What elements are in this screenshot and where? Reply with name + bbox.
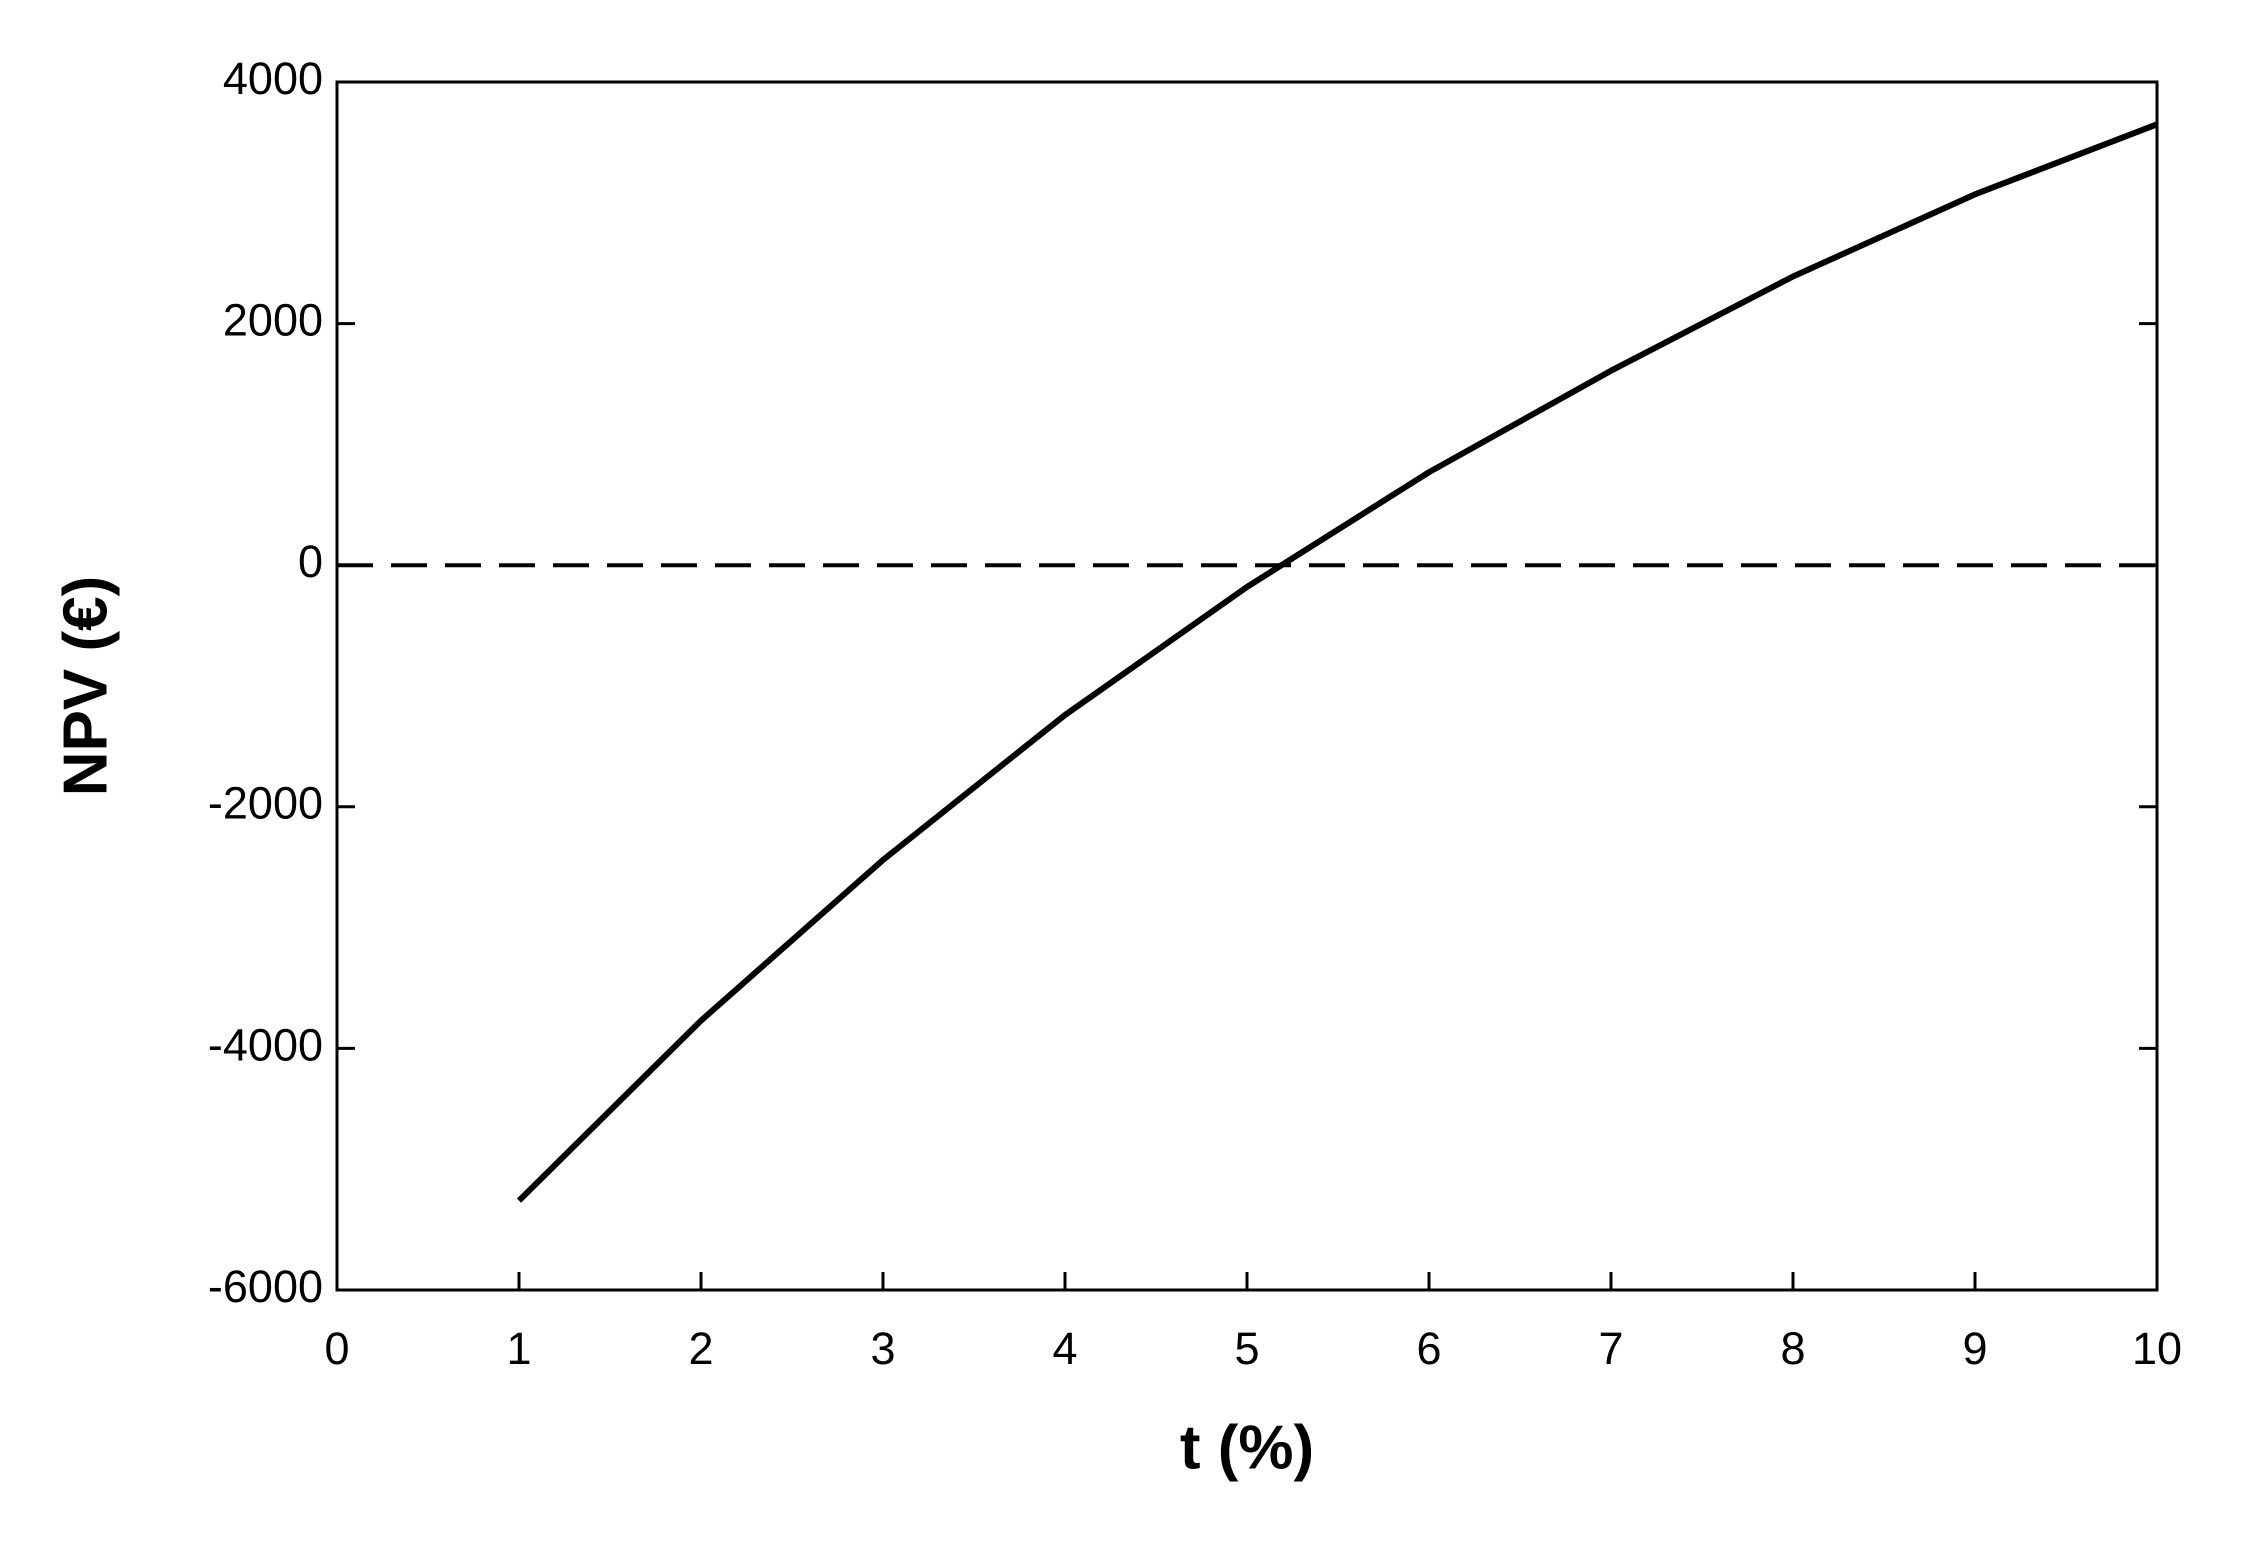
y-axis-title: NPV (€) bbox=[51, 576, 120, 796]
x-tick-label: 1 bbox=[506, 1323, 531, 1374]
x-tick-label: 8 bbox=[1780, 1323, 1805, 1374]
y-tick-label: 2000 bbox=[223, 294, 323, 345]
x-tick-label: 6 bbox=[1416, 1323, 1441, 1374]
y-tick-label: -6000 bbox=[208, 1261, 323, 1312]
x-tick-label: 3 bbox=[870, 1323, 895, 1374]
x-tick-label: 2 bbox=[688, 1323, 713, 1374]
y-tick-label: -4000 bbox=[208, 1019, 323, 1070]
data-line bbox=[516, 121, 2159, 1203]
x-tick-label: 4 bbox=[1052, 1323, 1077, 1374]
x-tick-label: 10 bbox=[2132, 1323, 2182, 1374]
x-tick-label: 7 bbox=[1598, 1323, 1623, 1374]
y-tick-label: 4000 bbox=[223, 53, 323, 104]
y-tick-label: 0 bbox=[298, 536, 323, 587]
x-tick-label: 9 bbox=[1962, 1323, 1987, 1374]
x-tick-label: 5 bbox=[1234, 1323, 1259, 1374]
y-tick-label: -2000 bbox=[208, 778, 323, 829]
x-axis-title: t (%) bbox=[1180, 1413, 1314, 1482]
x-tick-label: 0 bbox=[324, 1323, 349, 1374]
